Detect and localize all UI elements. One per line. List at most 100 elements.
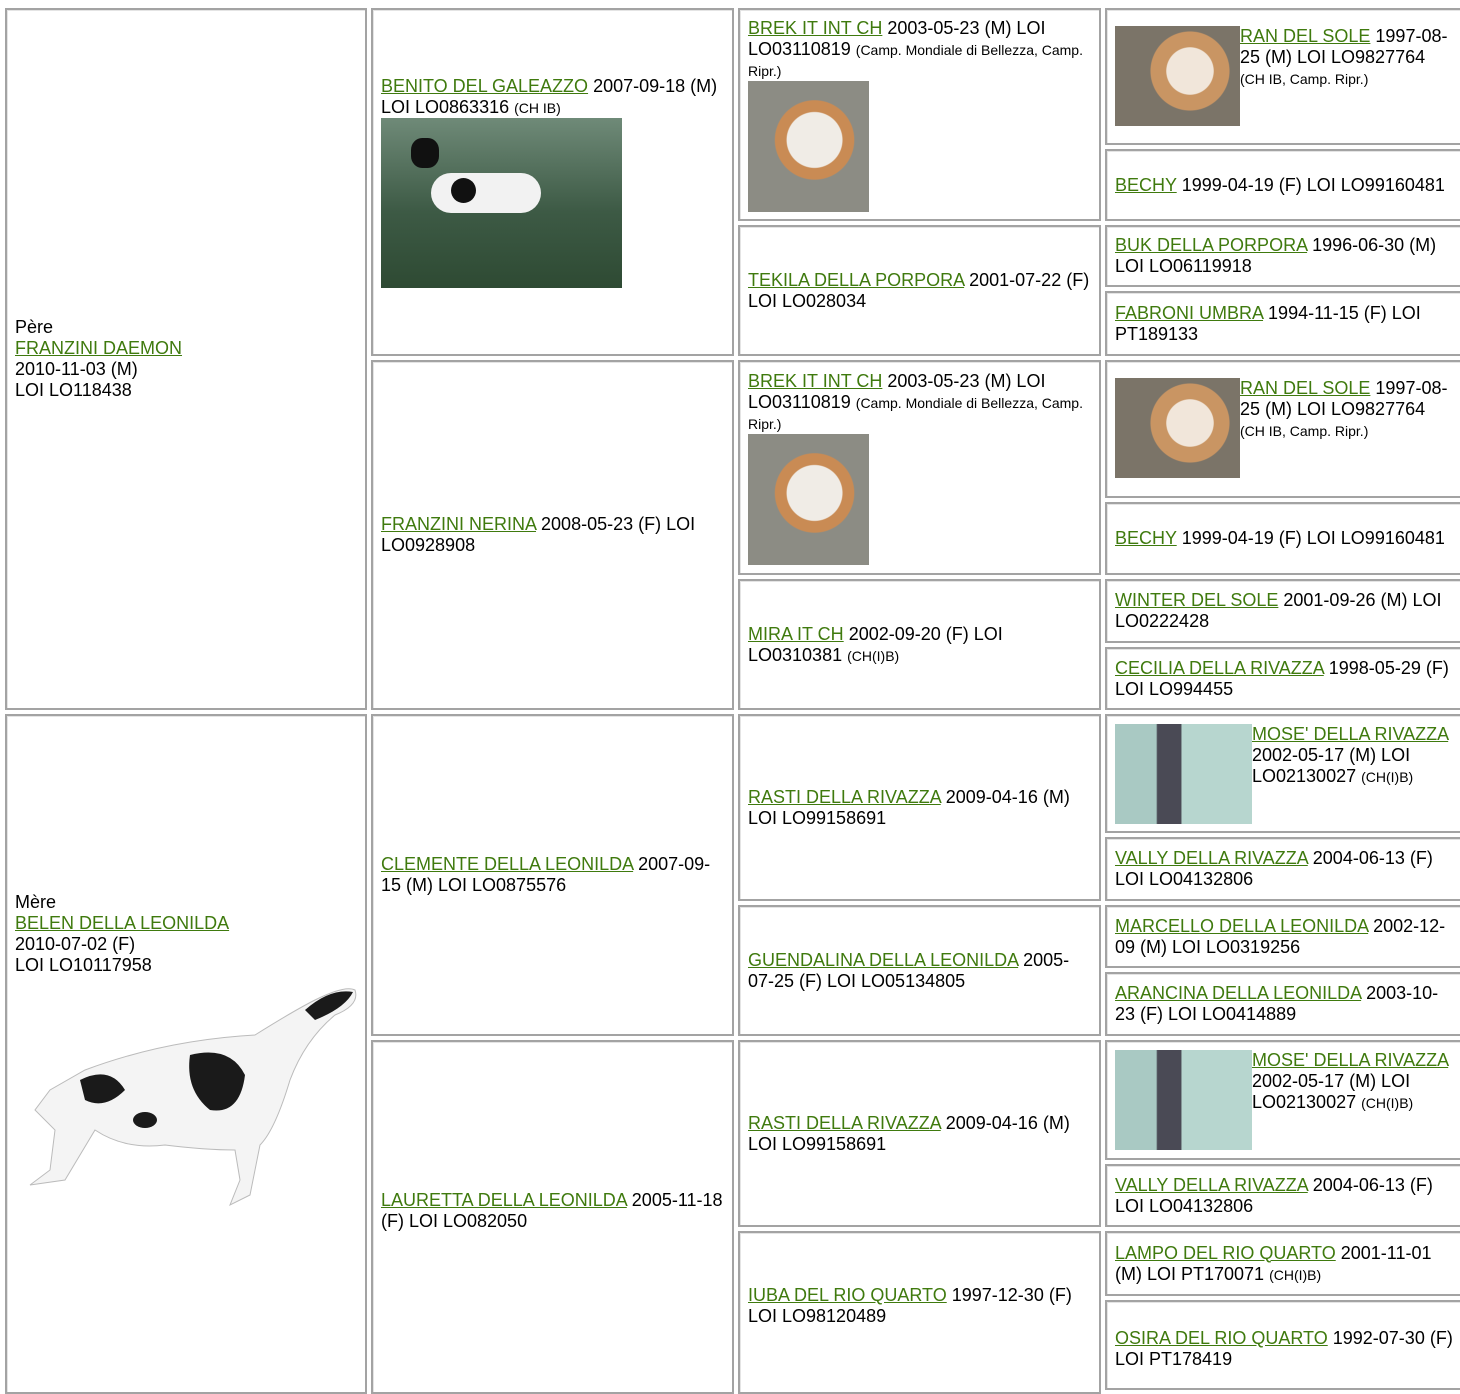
info: 1996-06-30 (M) LOI LO06119918 (1115, 235, 1437, 276)
dog-link[interactable]: ARANCINA DELLA LEONILDA (1115, 983, 1362, 1003)
dog-link[interactable]: OSIRA DEL RIO QUARTO (1115, 1328, 1328, 1348)
dog-link[interactable]: LAURETTA DELLA LEONILDA (381, 1190, 627, 1210)
dam-cell: Mère BELEN DELLA LEONILDA 2010-07-02 (F)… (5, 714, 367, 1394)
dog-link[interactable]: BELEN DELLA LEONILDA (15, 913, 230, 933)
info: 1992-07-30 (F) LOI PT178419 (1115, 1328, 1453, 1369)
titles: (CH(I)B) (847, 647, 900, 664)
dog-link[interactable]: LAMPO DEL RIO QUARTO (1115, 1242, 1336, 1263)
ancestor-cell: IUBA DEL RIO QUARTO 1997-12-30 (F) LOI L… (738, 1231, 1101, 1394)
info: 2005-11-18 (F) LOI LO082050 (381, 1190, 723, 1231)
ancestor-cell: CECILIA DELLA RIVAZZA 1998-05-29 (F) LOI… (1105, 647, 1460, 710)
dog-link[interactable]: MOSE' DELLA RIVAZZA (1252, 724, 1449, 744)
ancestor-cell: MIRA IT CH 2002-09-20 (F) LOI LO0310381 … (738, 579, 1101, 710)
ancestor-cell: MARCELLO DELLA LEONILDA 2002-12-09 (M) L… (1105, 905, 1460, 968)
ancestor-cell: RAN DEL SOLE 1997-08-25 (M) LOI LO982776… (1105, 360, 1460, 498)
dog-photo (381, 118, 622, 288)
titles: (Camp. Mondiale di Bellezza, Camp. Ripr.… (748, 394, 1083, 432)
dog-link[interactable]: TEKILA DELLA PORPORA (748, 269, 965, 290)
info: 1997-12-30 (F) LOI LO98120489 (748, 1285, 1072, 1326)
info: 2001-07-22 (F) LOI LO028034 (748, 269, 1090, 311)
titles: (CH IB, Camp. Ripr.) (1240, 71, 1369, 87)
dog-link[interactable]: MARCELLO DELLA LEONILDA (1115, 915, 1369, 936)
dog-link[interactable]: FRANZINI NERINA (381, 514, 537, 534)
ancestor-cell: FABRONI UMBRA 1994-11-15 (F) LOI PT18913… (1105, 291, 1460, 356)
label: Mère (15, 892, 57, 912)
dog-link[interactable]: VALLY DELLA RIVAZZA (1115, 848, 1308, 868)
dog-link[interactable]: RAN DEL SOLE (1240, 26, 1371, 46)
ancestor-cell: LAMPO DEL RIO QUARTO 2001-11-01 (M) LOI … (1105, 1231, 1460, 1296)
dog-link[interactable]: CLEMENTE DELLA LEONILDA (381, 854, 634, 874)
dog-link[interactable]: IUBA DEL RIO QUARTO (748, 1285, 947, 1305)
info: 2004-06-13 (F) LOI LO04132806 (1115, 848, 1433, 889)
info: 1997-08-25 (M) LOI LO9827764 (1240, 378, 1448, 419)
sire-dam-cell: FRANZINI NERINA 2008-05-23 (F) LOI LO092… (371, 360, 734, 710)
ancestor-cell: WINTER DEL SOLE 2001-09-26 (M) LOI LO022… (1105, 579, 1460, 643)
dog-link[interactable]: BECHY (1115, 528, 1177, 548)
dog-link[interactable]: RASTI DELLA RIVAZZA (748, 1112, 941, 1133)
dog-link[interactable]: VALLY DELLA RIVAZZA (1115, 1174, 1308, 1195)
dog-link[interactable]: FRANZINI DAEMON (15, 338, 183, 358)
dog-link[interactable]: BREK IT INT CH (748, 17, 883, 38)
info: 1998-05-29 (F) LOI LO994455 (1115, 657, 1449, 699)
ancestor-cell: MOSE' DELLA RIVAZZA 2002-05-17 (M) LOI L… (1105, 1040, 1460, 1160)
dog-photo (1115, 1050, 1252, 1150)
info: 1994-11-15 (F) LOI PT189133 (1115, 302, 1421, 344)
info: 2001-11-01 (M) LOI PT170071 (1115, 1242, 1432, 1284)
info: 2010-07-02 (F) (15, 934, 136, 954)
ancestor-cell: RAN DEL SOLE 1997-08-25 (M) LOI LO982776… (1105, 8, 1460, 145)
sire-sire-cell: BENITO DEL GALEAZZO 2007-09-18 (M) LOI L… (371, 8, 734, 356)
info: 2002-09-20 (F) LOI LO0310381 (748, 623, 1003, 665)
titles: (CH(I)B) (1361, 769, 1414, 785)
dog-link[interactable]: BECHY (1115, 174, 1177, 195)
info: 2007-09-15 (M) LOI LO0875576 (381, 854, 711, 895)
info: LOI LO118438 (15, 380, 132, 400)
dog-link[interactable]: BREK IT INT CH (748, 370, 883, 391)
info: 2002-12-09 (M) LOI LO0319256 (1115, 915, 1446, 957)
dog-link[interactable]: BUK DELLA PORPORA (1115, 235, 1308, 255)
ancestor-cell: OSIRA DEL RIO QUARTO 1992-07-30 (F) LOI … (1105, 1300, 1460, 1390)
info: 2002-05-17 (M) LOI LO02130027 (1252, 745, 1411, 786)
titles: (CH(I)B) (1269, 1266, 1322, 1283)
dog-photo (748, 80, 869, 212)
dog-link[interactable]: FABRONI UMBRA (1115, 302, 1264, 323)
info: 1999-04-19 (F) LOI LO99160481 (1181, 174, 1445, 195)
info: LOI LO10117958 (15, 955, 152, 975)
info: 1997-08-25 (M) LOI LO9827764 (1240, 26, 1448, 67)
dog-link[interactable]: CECILIA DELLA RIVAZZA (1115, 657, 1324, 678)
dog-link[interactable]: GUENDALINA DELLA LEONILDA (748, 949, 1019, 970)
ancestor-cell: BECHY 1999-04-19 (F) LOI LO99160481 (1105, 502, 1460, 575)
titles: (Camp. Mondiale di Bellezza, Camp. Ripr.… (748, 41, 1083, 79)
info: 2009-04-16 (M) LOI LO99158691 (748, 786, 1070, 828)
ancestor-cell: RASTI DELLA RIVAZZA 2009-04-16 (M) LOI L… (738, 714, 1101, 901)
ancestor-cell: BREK IT INT CH 2003-05-23 (M) LOI LO0311… (738, 360, 1101, 575)
info: 2007-09-18 (M) LOI LO0863316 (381, 76, 718, 117)
label: Père (15, 317, 54, 337)
titles: (CH IB, Camp. Ripr.) (1240, 423, 1369, 439)
info: 2005-07-25 (F) LOI LO05134805 (748, 949, 1070, 991)
info: 1999-04-19 (F) LOI LO99160481 (1181, 528, 1445, 548)
titles: (CH(I)B) (1361, 1095, 1414, 1111)
info: 2009-04-16 (M) LOI LO99158691 (748, 1112, 1070, 1154)
dog-link[interactable]: WINTER DEL SOLE (1115, 590, 1279, 610)
info: 2010-11-03 (M) (15, 359, 138, 379)
ancestor-cell: BREK IT INT CH 2003-05-23 (M) LOI LO0311… (738, 8, 1101, 221)
dam-dam-cell: LAURETTA DELLA LEONILDA 2005-11-18 (F) L… (371, 1040, 734, 1394)
info: 2008-05-23 (F) LOI LO0928908 (381, 514, 696, 555)
dog-link[interactable]: BENITO DEL GALEAZZO (381, 76, 589, 96)
info: 2003-05-23 (M) LOI LO03110819 (748, 17, 1046, 59)
ancestor-cell: ARANCINA DELLA LEONILDA 2003-10-23 (F) L… (1105, 972, 1460, 1036)
info: 2003-05-23 (M) LOI LO03110819 (748, 370, 1046, 412)
dog-photo (748, 433, 869, 565)
ancestor-cell: TEKILA DELLA PORPORA 2001-07-22 (F) LOI … (738, 225, 1101, 356)
dog-link[interactable]: RAN DEL SOLE (1240, 378, 1371, 398)
info: 2004-06-13 (F) LOI LO04132806 (1115, 1174, 1433, 1216)
ancestor-cell: RASTI DELLA RIVAZZA 2009-04-16 (M) LOI L… (738, 1040, 1101, 1227)
info: 2002-05-17 (M) LOI LO02130027 (1252, 1071, 1411, 1112)
dog-photo (1115, 378, 1240, 478)
dog-link[interactable]: RASTI DELLA RIVAZZA (748, 786, 941, 807)
dog-link[interactable]: MOSE' DELLA RIVAZZA (1252, 1050, 1449, 1070)
sire-cell: Père FRANZINI DAEMON 2010-11-03 (M) LOI … (5, 8, 367, 710)
dog-link[interactable]: MIRA IT CH (748, 623, 844, 644)
